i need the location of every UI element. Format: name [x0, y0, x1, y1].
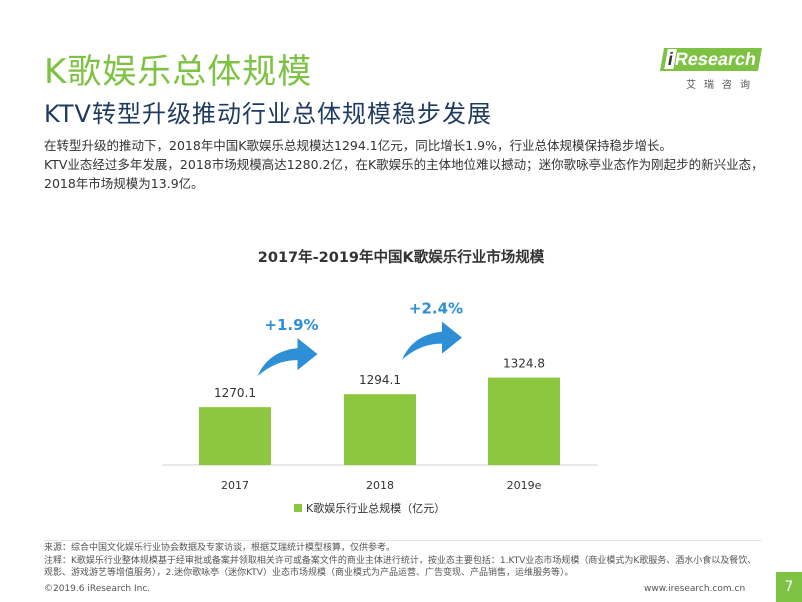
- bar-chart: 1270.1 2017 1294.1 2018 1324.8 2019e +1.9% +2.4…: [162, 300, 598, 515]
- growth-arrow-icon-2: [402, 321, 462, 360]
- bar-value-label-2017: 1270.1: [214, 386, 256, 400]
- x-tick-label-2018: 2018: [366, 479, 394, 492]
- intro-line-1: 在转型升级的推动下，2018年中国K歌娱乐总规模达1294.1亿元，同比增长1.…: [44, 138, 673, 153]
- intro-line-2: KTV业态经过多年发展，2018市场规模高达1280.2亿，在K歌娱乐的主体地位…: [44, 157, 764, 191]
- bar-2018: [344, 394, 416, 465]
- intro-text: 在转型升级的推动下，2018年中国K歌娱乐总规模达1294.1亿元，同比增长1.…: [44, 136, 764, 193]
- footnotes: 来源：综合中国文化娱乐行业协会数据及专家访谈，根据艾瑞统计模型核算，仅供参考。 …: [44, 542, 764, 580]
- growth-label-1: +1.9%: [264, 316, 318, 334]
- iresearch-logo: iResearch 艾瑞咨询: [659, 48, 763, 96]
- copyright: ©2019.6 iResearch Inc.: [44, 584, 151, 594]
- growth-arrow-icon-1: [257, 338, 318, 377]
- bar-value-label-2019e: 1324.8: [503, 357, 545, 371]
- x-tick-label-2017: 2017: [221, 479, 249, 492]
- bar-value-label-2018: 1294.1: [359, 373, 401, 387]
- note-line-2: 观影、游戏游艺等增值服务），2.迷你歌咏亭（迷你KTV）业态市场规模（商业模式为…: [44, 568, 574, 578]
- note-line-1: 注释：K歌娱乐行业整体规模基于经审批或备案并领取相关许可或备案文件的商业主体进行…: [44, 555, 757, 566]
- page-title: K歌娱乐总体规模: [44, 52, 313, 92]
- page-number: 7: [776, 572, 802, 602]
- chart-title: 2017年-2019年中国K歌娱乐行业市场规模: [257, 250, 545, 266]
- website-link[interactable]: www.iresearch.com.cn: [644, 584, 746, 594]
- page-subtitle: KTV转型升级推动行业总体规模稳步发展: [44, 100, 492, 128]
- bar-2017: [199, 407, 271, 465]
- bar-2019e: [488, 377, 560, 465]
- growth-label-2: +2.4%: [409, 300, 463, 318]
- logo-chinese-name: 艾瑞咨询: [686, 80, 758, 91]
- x-tick-label-2019e: 2019e: [507, 479, 542, 492]
- divider: [44, 540, 762, 541]
- legend-label: K歌娱乐行业总规模（亿元）: [306, 501, 445, 515]
- legend-swatch: [294, 504, 302, 512]
- source-note: 来源：综合中国文化娱乐行业协会数据及专家访谈，根据艾瑞统计模型核算，仅供参考。: [44, 543, 396, 553]
